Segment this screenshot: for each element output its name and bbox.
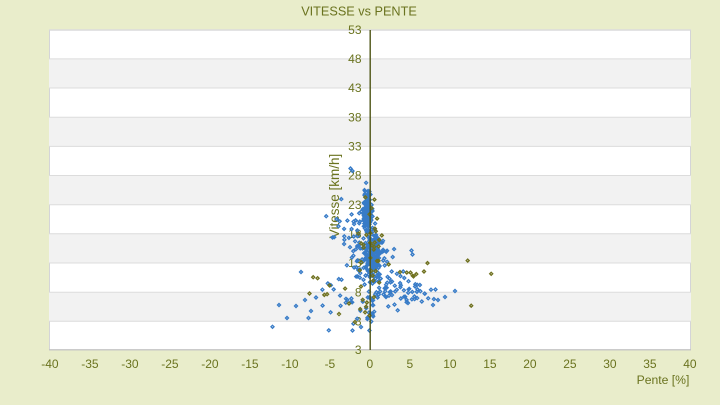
svg-text:53: 53 bbox=[348, 23, 362, 37]
svg-text:-25: -25 bbox=[161, 357, 179, 371]
svg-text:Vitesse [km/h]: Vitesse [km/h] bbox=[327, 154, 342, 239]
svg-text:VITESSE vs PENTE: VITESSE vs PENTE bbox=[301, 5, 417, 19]
svg-text:0: 0 bbox=[367, 357, 374, 371]
svg-text:43: 43 bbox=[348, 81, 362, 95]
svg-text:3: 3 bbox=[355, 343, 362, 357]
svg-text:3: 3 bbox=[355, 315, 362, 329]
svg-text:20: 20 bbox=[523, 357, 537, 371]
svg-text:28: 28 bbox=[348, 169, 362, 183]
svg-text:10: 10 bbox=[443, 357, 457, 371]
svg-text:8: 8 bbox=[355, 285, 362, 299]
svg-text:-35: -35 bbox=[81, 357, 99, 371]
svg-text:-20: -20 bbox=[201, 357, 219, 371]
svg-text:33: 33 bbox=[348, 140, 362, 154]
svg-text:48: 48 bbox=[348, 52, 362, 66]
svg-text:-40: -40 bbox=[41, 357, 59, 371]
svg-text:35: 35 bbox=[643, 357, 657, 371]
svg-text:5: 5 bbox=[407, 357, 414, 371]
svg-text:-10: -10 bbox=[281, 357, 299, 371]
svg-text:-5: -5 bbox=[325, 357, 336, 371]
svg-text:23: 23 bbox=[348, 198, 362, 212]
svg-text:40: 40 bbox=[683, 357, 697, 371]
svg-text:30: 30 bbox=[603, 357, 617, 371]
svg-text:25: 25 bbox=[563, 357, 577, 371]
svg-text:-30: -30 bbox=[121, 357, 139, 371]
svg-text:-15: -15 bbox=[241, 357, 259, 371]
svg-text:38: 38 bbox=[348, 110, 362, 124]
svg-text:15: 15 bbox=[483, 357, 497, 371]
svg-text:Pente [%]: Pente [%] bbox=[637, 373, 690, 387]
